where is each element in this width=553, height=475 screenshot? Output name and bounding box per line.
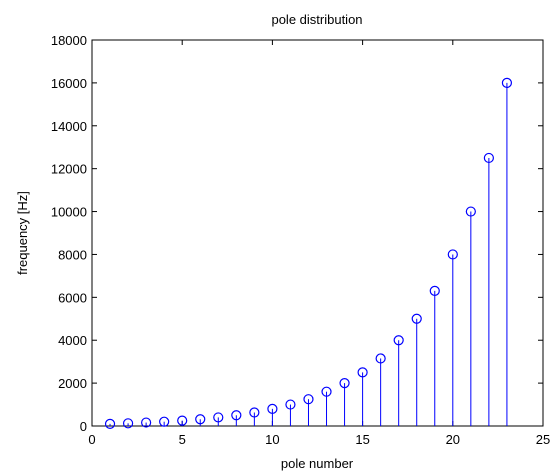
- stem-series: [104, 77, 513, 429]
- stem-marker: [339, 378, 350, 389]
- x-tick-label: 25: [536, 432, 550, 447]
- chart-title: pole distribution: [271, 12, 362, 27]
- stem-marker: [447, 249, 458, 260]
- stem-marker: [195, 414, 206, 425]
- y-tick-label: 6000: [58, 290, 87, 305]
- stem-marker: [213, 412, 224, 423]
- stem-marker: [303, 394, 314, 405]
- x-tick-label: 20: [446, 432, 460, 447]
- x-tick-label: 0: [88, 432, 95, 447]
- stem-marker: [393, 335, 404, 346]
- y-tick-label: 2000: [58, 376, 87, 391]
- stem-marker: [375, 353, 386, 364]
- x-tick-label: 15: [355, 432, 369, 447]
- stem-marker: [483, 152, 494, 164]
- y-tick-label: 0: [80, 419, 87, 434]
- y-axis-label: frequency [Hz]: [15, 191, 30, 275]
- stem-marker: [321, 386, 332, 397]
- y-tick-label: 14000: [51, 119, 87, 134]
- stem-marker: [285, 399, 296, 410]
- stem-marker: [267, 403, 278, 414]
- stem-marker: [501, 77, 513, 88]
- y-tick-label: 12000: [51, 162, 87, 177]
- stem-marker: [249, 407, 260, 418]
- plot-area: [91, 39, 544, 427]
- y-axis-ticks: 0 2000 4000 6000 8000 10000 12000 14000 16000 180…: [51, 33, 543, 434]
- stem-marker: [159, 416, 170, 427]
- stem-marker: [122, 418, 134, 429]
- stem-marker: [104, 418, 116, 429]
- x-axis-label: pole number: [281, 456, 354, 471]
- x-tick-label: 5: [179, 432, 186, 447]
- stem-marker: [177, 415, 188, 426]
- y-tick-label: 8000: [58, 247, 87, 262]
- stem-marker: [465, 206, 476, 217]
- y-tick-label: 16000: [51, 76, 87, 91]
- y-tick-label: 4000: [58, 333, 87, 348]
- stem-marker: [411, 313, 422, 324]
- stem-marker: [141, 417, 152, 428]
- y-tick-label: 10000: [51, 205, 87, 220]
- x-tick-label: 10: [265, 432, 279, 447]
- stem-marker: [357, 367, 368, 378]
- y-tick-label: 18000: [51, 33, 87, 48]
- stem-marker: [429, 285, 440, 296]
- stem-marker: [231, 410, 242, 421]
